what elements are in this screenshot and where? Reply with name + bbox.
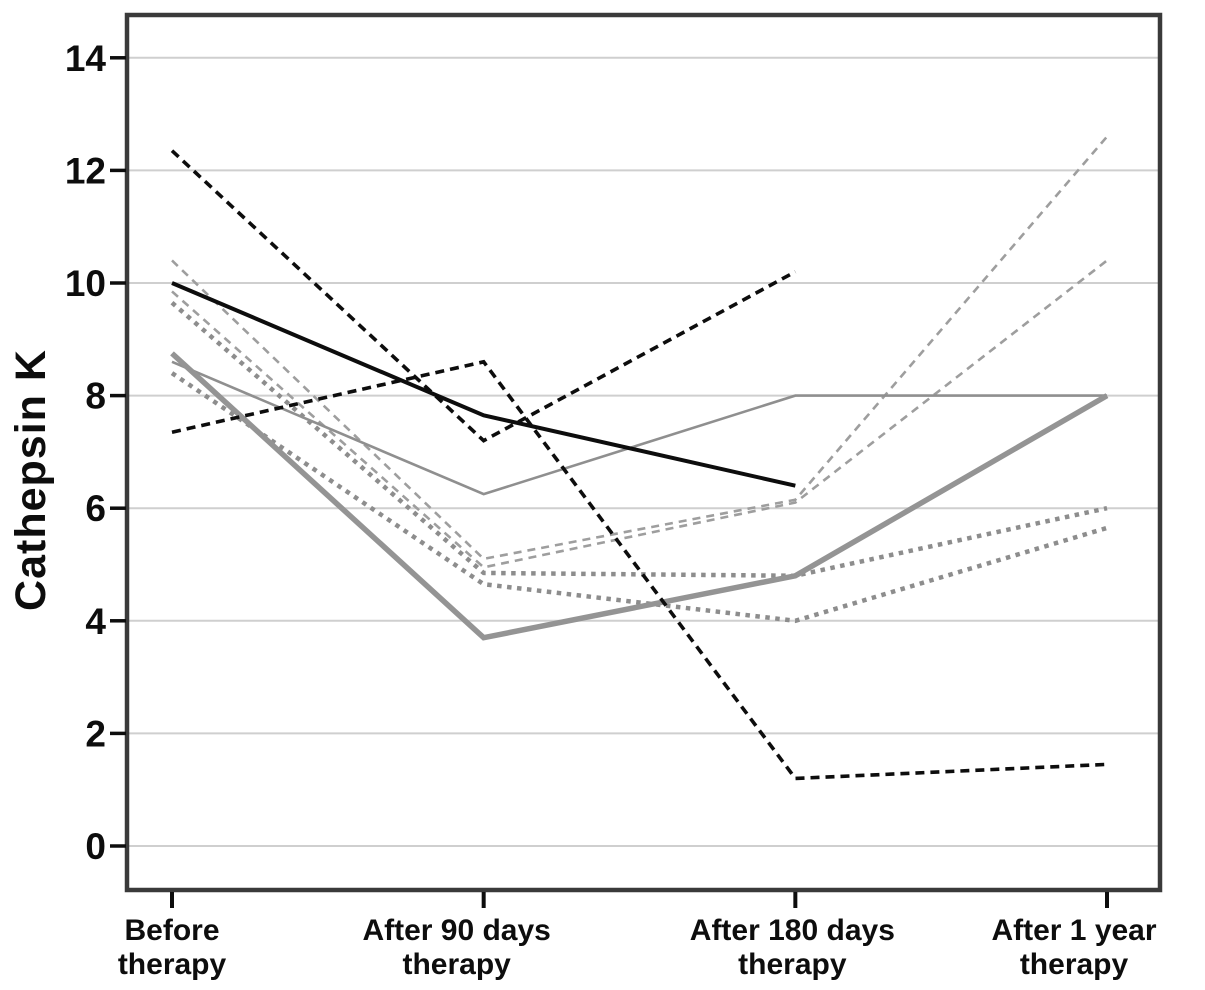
patient-dashed-gray-2-line [171,259,1108,569]
y-tick-label-0: 0 [85,826,106,867]
x-tick-label-0-line-2: therapy [118,948,227,981]
x-tick-label-2-line-1: After 180 days [690,914,895,947]
patient-dashed-black-2-line [171,359,1108,781]
x-tick-label-1-line-1: After 90 days [362,914,550,947]
y-tick-label-4: 4 [85,601,106,642]
y-tick-label-6: 6 [85,488,106,529]
plot-border [124,12,1163,893]
gridlines-group [129,56,1158,847]
x-tick-label-2-line-2: therapy [738,948,847,981]
y-tick-label-12: 12 [65,150,106,191]
y-axis-ticks-group: 0 2 4 6 8 10 12 14 [65,38,126,867]
x-tick-label-3-line-2: therapy [1020,948,1129,981]
patient-dashed-black-1-line [170,149,797,443]
y-tick-label-2: 2 [85,713,106,754]
series-group [170,135,1109,781]
patient-dotted-gray-2-line [170,371,1108,624]
x-tick-label-1-line-2: therapy [402,948,511,981]
x-tick-label-0-line-1: Before [124,914,219,947]
y-tick-label-10: 10 [65,263,106,304]
y-tick-label-14: 14 [65,38,107,79]
patient-solid-gray-thick-line [170,351,1109,641]
y-axis-title: Cathepsin K [7,349,55,611]
patient-dashed-gray-1-line [171,135,1108,561]
patient-solid-black-line [171,281,796,488]
patient-dotted-gray-1-line [170,301,1108,579]
patient-solid-gray-thin-line [171,360,1108,496]
x-tick-label-3-line-1: After 1 year [991,914,1156,947]
y-tick-label-8: 8 [85,376,106,417]
